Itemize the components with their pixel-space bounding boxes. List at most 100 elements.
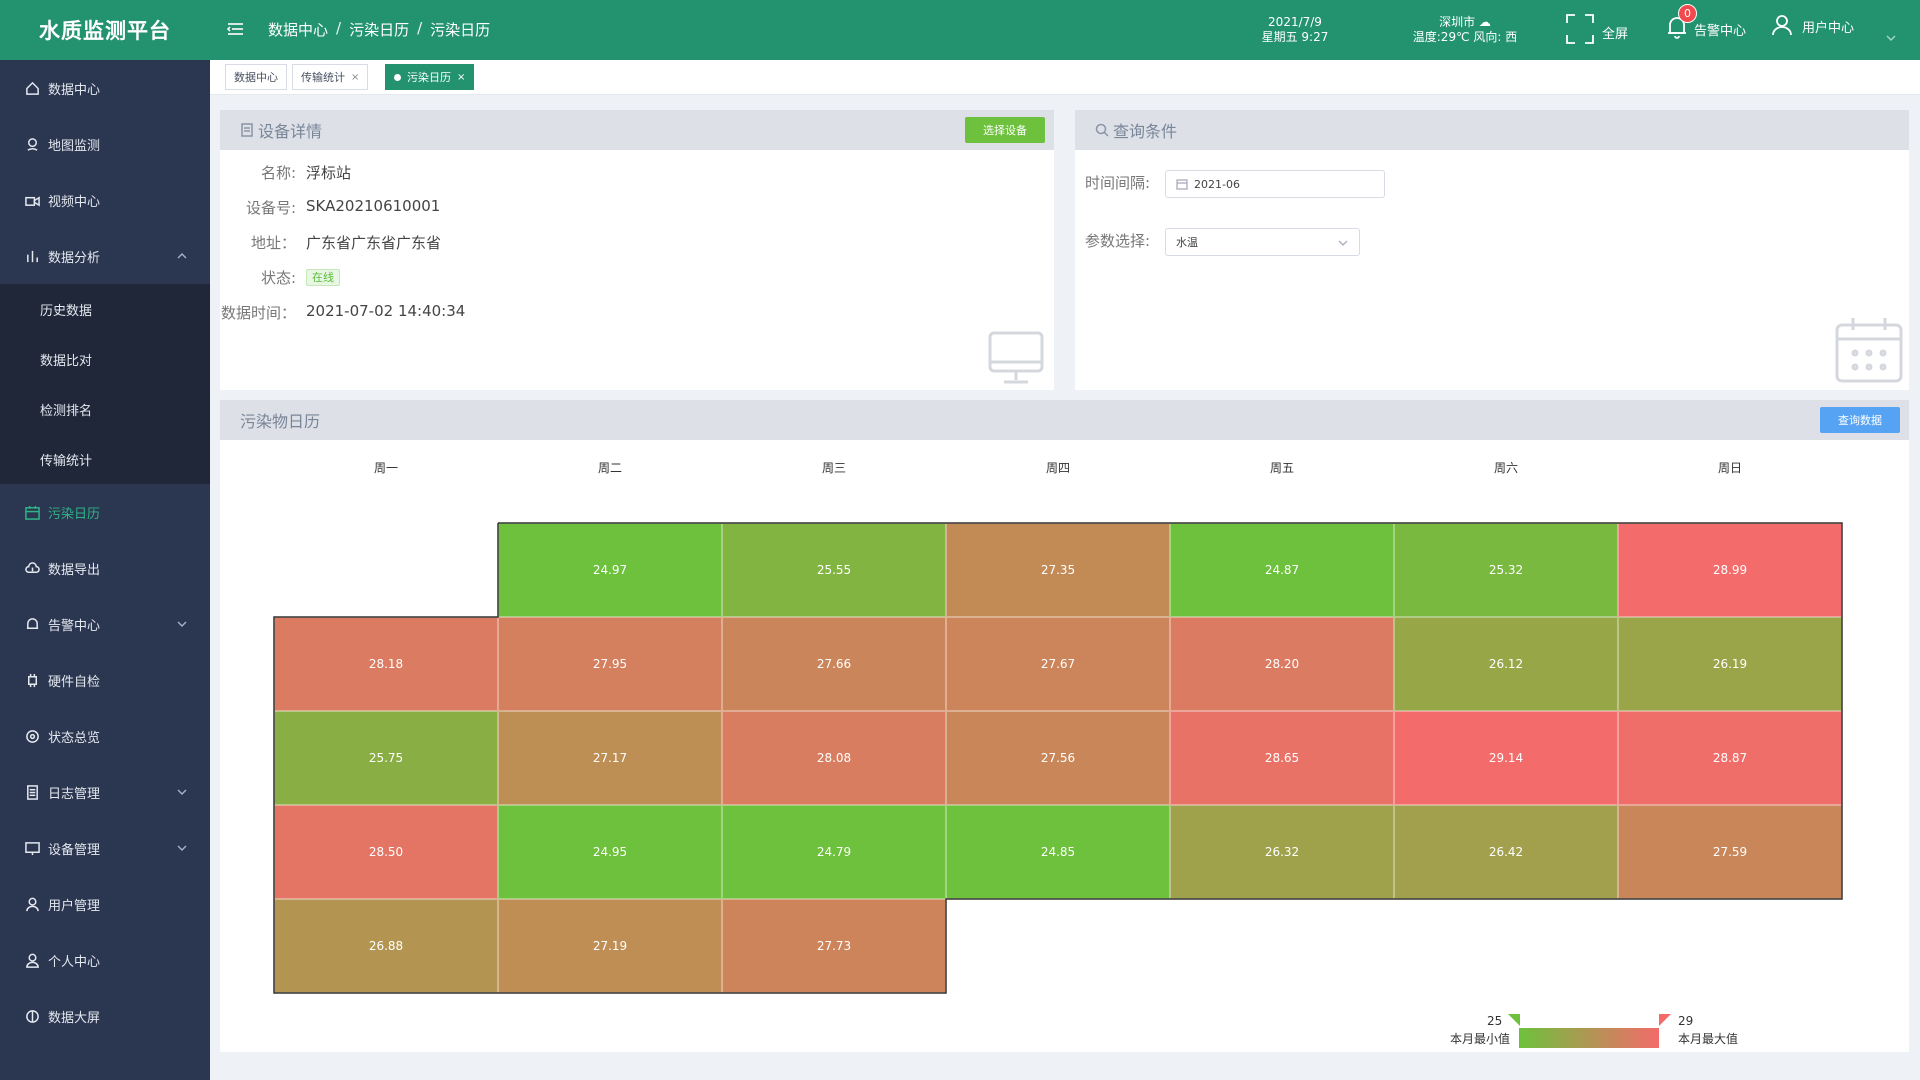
calendar-day-cell[interactable]: 27.17 [498, 711, 722, 805]
sidebar-subitem[interactable]: 检测排名 [40, 403, 93, 419]
fullscreen-button[interactable]: 全屏 [1566, 14, 1628, 44]
calendar-day-cell[interactable]: 28.08 [722, 711, 946, 805]
chevron-down-icon[interactable] [1886, 28, 1896, 41]
sidebar-item-log[interactable]: 日志管理 [0, 764, 210, 820]
calendar-day-cell[interactable]: 27.56 [946, 711, 1170, 805]
log-icon [24, 784, 40, 800]
device-time-label: 数据时间： [220, 304, 296, 322]
sidebar-item-bell[interactable]: 告警中心 [0, 596, 210, 652]
video-icon [24, 192, 40, 208]
sidebar-item-calendar[interactable]: 污染日历 [0, 484, 210, 540]
sidebar-item-label: 设备管理 [48, 842, 101, 858]
calendar-day-cell[interactable]: 27.59 [1618, 805, 1842, 899]
calendar-day-cell[interactable]: 26.42 [1394, 805, 1618, 899]
calendar-day-cell[interactable]: 24.85 [946, 805, 1170, 899]
legend-min-label: 本月最小值 [1450, 1032, 1511, 1046]
device-address-row: 地址： 广东省广东省广东省 [220, 232, 441, 253]
device-id-label: 设备号: [245, 199, 296, 217]
weekday-label: 周日 [1717, 461, 1742, 475]
sidebar-subitem[interactable]: 数据比对 [40, 353, 93, 369]
breadcrumb-separator: / [417, 19, 423, 37]
calendar-day-cell[interactable]: 25.55 [722, 523, 946, 617]
calendar-day-cell[interactable]: 25.75 [274, 711, 498, 805]
calendar-day-cell[interactable]: 28.50 [274, 805, 498, 899]
status-icon [24, 728, 40, 744]
sidebar-subitem[interactable]: 传输统计 [40, 453, 93, 469]
calendar-day-cell[interactable]: 27.66 [722, 617, 946, 711]
sidebar-item-cloud-download[interactable]: 数据导出 [0, 540, 210, 596]
user-icon [24, 896, 40, 912]
sidebar-item-map-pin[interactable]: 地图监测 [0, 116, 210, 172]
sidebar-subitem[interactable]: 历史数据 [40, 303, 93, 319]
alarm-center-button[interactable]: 0 告警中心 [1666, 3, 1746, 39]
weekday-label: 周六 [1493, 461, 1518, 475]
weekday-label: 周三 [821, 461, 846, 475]
device-details-panel: 设备详情 选择设备 名称: 浮标站 设备号: SKA20210610001 地址… [220, 110, 1054, 390]
document-icon [240, 123, 258, 137]
calendar-day-cell[interactable]: 29.14 [1394, 711, 1618, 805]
sidebar-item-label: 数据分析 [48, 250, 101, 266]
sidebar-item-status[interactable]: 状态总览 [0, 708, 210, 764]
calendar-day-cell[interactable]: 25.32 [1394, 523, 1618, 617]
close-icon[interactable]: × [351, 71, 360, 83]
close-icon[interactable]: × [457, 71, 466, 83]
sidebar-item-label: 视频中心 [48, 194, 101, 210]
calendar-day-cell[interactable]: 27.67 [946, 617, 1170, 711]
tab-pollution-calendar[interactable]: 污染日历 × [385, 64, 475, 90]
query-conditions-title: 查询条件 [1113, 122, 1178, 141]
calendar-day-cell[interactable]: 27.35 [946, 523, 1170, 617]
screen-icon [24, 1008, 40, 1024]
sidebar-item-label: 地图监测 [48, 138, 101, 154]
sidebar-item-bar-chart[interactable]: 数据分析 [0, 228, 210, 284]
menu-toggle-icon[interactable] [226, 20, 245, 38]
sidebar-item-label: 状态总览 [48, 730, 101, 746]
sidebar-item-label: 污染日历 [48, 506, 101, 522]
interval-label: 时间间隔: [1085, 174, 1151, 192]
sidebar-item-user[interactable]: 用户管理 [0, 876, 210, 932]
header-datetime: 2021/7/9 星期五 9:27 [1240, 15, 1350, 45]
sidebar-item-chip[interactable]: 硬件自检 [0, 652, 210, 708]
sidebar-nav: 数据中心地图监测视频中心数据分析历史数据数据比对检测排名传输统计污染日历数据导出… [0, 60, 210, 1044]
query-data-button[interactable]: 查询数据 [1820, 407, 1900, 433]
calendar-day-cell[interactable]: 24.87 [1170, 523, 1394, 617]
cloud-icon: ☁ [1478, 15, 1491, 29]
calendar-day-cell[interactable]: 26.88 [274, 899, 498, 993]
device-status-row: 状态: 在线 [220, 267, 340, 288]
fullscreen-label: 全屏 [1602, 26, 1629, 42]
calendar-day-cell[interactable]: 24.79 [722, 805, 946, 899]
calendar-day-cell[interactable]: 28.20 [1170, 617, 1394, 711]
calendar-day-cell[interactable]: 24.95 [498, 805, 722, 899]
calendar-day-cell[interactable]: 26.19 [1618, 617, 1842, 711]
chevron-down-icon [1337, 237, 1349, 249]
calendar-day-cell[interactable]: 27.73 [722, 899, 946, 993]
month-picker-value: 2021-06 [1194, 177, 1240, 191]
calendar-day-cell[interactable]: 28.99 [1618, 523, 1842, 617]
calendar-day-cell[interactable]: 28.65 [1170, 711, 1394, 805]
sidebar-item-home[interactable]: 数据中心 [0, 60, 210, 116]
sidebar-item-video[interactable]: 视频中心 [0, 172, 210, 228]
legend-max-label: 本月最大值 [1678, 1032, 1739, 1046]
calendar-day-cell[interactable]: 27.19 [498, 899, 722, 993]
sidebar-item-screen[interactable]: 数据大屏 [0, 988, 210, 1044]
header-date: 2021/7/9 [1268, 15, 1322, 29]
calendar-day-cell[interactable]: 28.87 [1618, 711, 1842, 805]
calendar-day-cell[interactable]: 26.32 [1170, 805, 1394, 899]
calendar-day-cell[interactable]: 26.12 [1394, 617, 1618, 711]
breadcrumb-item[interactable]: 污染日历 [349, 21, 410, 39]
legend-min-value: 25 [1487, 1014, 1503, 1028]
tab-data-center[interactable]: 数据中心 [225, 64, 287, 90]
top-header: 数据中心 / 污染日历 / 污染日历 2021/7/9 星期五 9:27 深圳市… [210, 0, 1920, 60]
alarm-count-badge: 0 [1678, 3, 1697, 23]
breadcrumb-item[interactable]: 数据中心 [268, 21, 329, 39]
calendar-day-cell[interactable]: 24.97 [498, 523, 722, 617]
calendar-day-cell[interactable]: 27.95 [498, 617, 722, 711]
person-icon [24, 952, 40, 968]
calendar-day-cell[interactable]: 28.18 [274, 617, 498, 711]
tab-transmission-stats[interactable]: 传输统计 × [292, 64, 369, 90]
sidebar-item-person[interactable]: 个人中心 [0, 932, 210, 988]
sidebar-item-monitor[interactable]: 设备管理 [0, 820, 210, 876]
param-select[interactable]: 水温 [1165, 228, 1360, 256]
month-picker-input[interactable]: 2021-06 [1165, 170, 1385, 198]
select-device-button[interactable]: 选择设备 [965, 117, 1045, 143]
user-center-button[interactable]: 用户中心 [1772, 14, 1854, 36]
